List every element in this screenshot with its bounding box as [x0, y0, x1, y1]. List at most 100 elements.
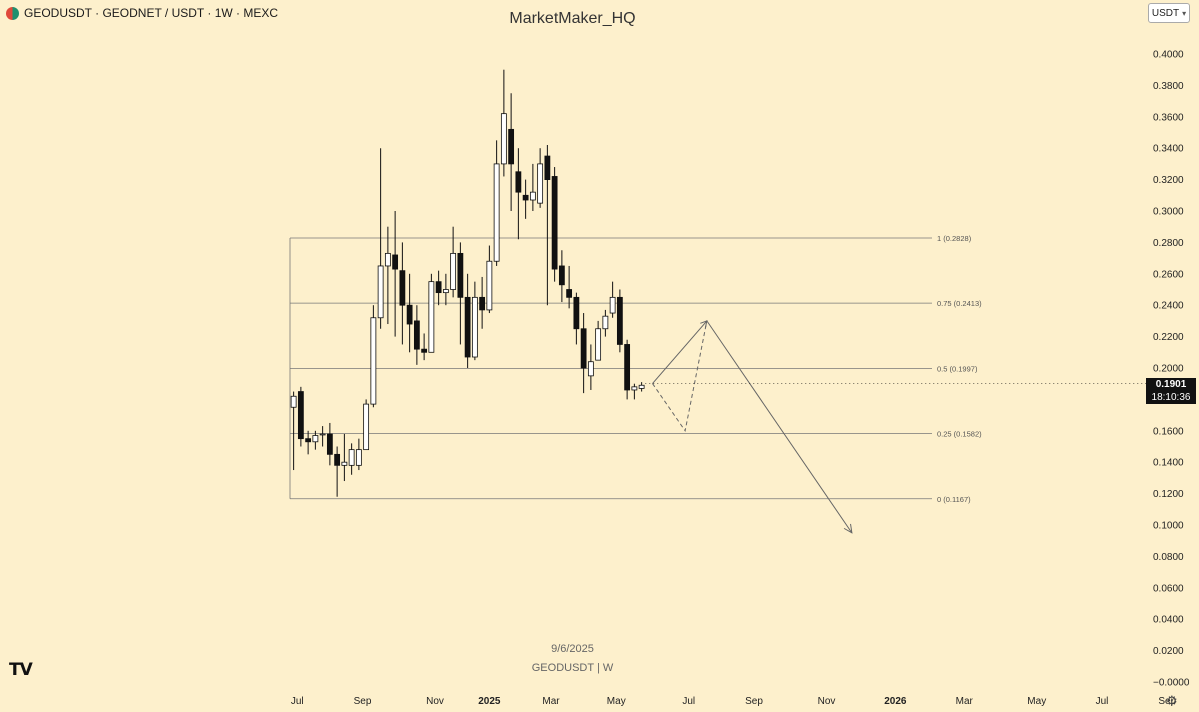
- candle: [355, 438, 362, 471]
- bear-candle-body: [558, 265, 565, 286]
- bull-candle-body: [450, 252, 457, 290]
- time-tick-label: May: [607, 696, 626, 707]
- fib-level-label: 0.75 (0.2413): [937, 299, 982, 308]
- candle: [580, 313, 587, 394]
- candle: [312, 430, 319, 450]
- time-axis[interactable]: Jul Sep Nov 2025 Mar May Jul Sep Nov 2026 Mar May Ju…: [291, 696, 1177, 707]
- time-tick-label: Mar: [542, 696, 560, 707]
- symbol-header[interactable]: GEODUSDT · GEODNET / USDT · 1W · MEXC: [6, 5, 278, 21]
- currency-label: USDT: [1151, 7, 1180, 19]
- projection-dashed-path[interactable]: [652, 320, 708, 433]
- bear-candle-body: [580, 328, 587, 369]
- fibonacci-retracement[interactable]: 1 (0.2828) 0.75 (0.2413) 0.5 (0.1997) 0.25 …: [289, 234, 982, 504]
- bull-candle-body: [442, 289, 449, 294]
- candle: [297, 386, 304, 447]
- candle: [566, 265, 573, 309]
- price-tick-label: 0.3200: [1153, 175, 1184, 186]
- candle: [413, 305, 420, 365]
- bull-candle-body: [341, 461, 348, 466]
- bear-candle-body: [421, 348, 428, 353]
- price-tick-label: 0.2200: [1153, 332, 1184, 343]
- bear-candle-body: [522, 194, 529, 201]
- candle: [551, 167, 558, 282]
- bear-candle-body: [399, 270, 406, 306]
- price-tick-label: 0.0600: [1153, 583, 1184, 594]
- candle: [515, 148, 522, 240]
- bull-candle-body: [319, 433, 326, 436]
- projection-peak-arrowhead-icon: [700, 320, 708, 328]
- candle: [609, 281, 616, 318]
- bear-candle-body: [479, 296, 486, 311]
- chevron-down-icon: ▾: [1182, 8, 1187, 18]
- tradingview-logo-icon[interactable]: TV: [9, 660, 33, 680]
- price-tick-label: 0.1400: [1153, 458, 1184, 469]
- candle: [290, 391, 297, 471]
- candle: [384, 226, 391, 325]
- bull-candle-body: [500, 113, 507, 165]
- bar-countdown: 18:10:36: [1151, 392, 1191, 403]
- bear-candle-body: [616, 296, 623, 345]
- candle: [544, 145, 551, 306]
- candle: [377, 148, 384, 329]
- bull-candle-body: [312, 435, 319, 443]
- projection-arrows[interactable]: [645, 320, 1146, 534]
- fib-level-label: 0.5 (0.1997): [937, 364, 978, 373]
- time-tick-label: Jul: [682, 696, 695, 707]
- candle: [370, 305, 377, 408]
- bull-candle-body: [609, 296, 616, 314]
- bull-candle-body: [363, 403, 370, 451]
- bear-candle-body: [413, 320, 420, 350]
- currency-button[interactable]: USDT ▾: [1148, 3, 1190, 23]
- fib-level-label: 1 (0.2828): [937, 234, 972, 243]
- candle: [631, 383, 638, 400]
- candle: [500, 69, 507, 177]
- candle: [595, 320, 602, 361]
- gear-icon[interactable]: ⚙: [1166, 693, 1178, 708]
- candle: [428, 273, 435, 353]
- bull-candle-body: [355, 449, 362, 466]
- bear-candle-body: [334, 453, 341, 466]
- bear-candle-body: [464, 296, 471, 358]
- candle: [341, 433, 348, 482]
- bull-candle-body: [587, 361, 594, 377]
- candle: [471, 281, 478, 361]
- candle: [399, 242, 406, 345]
- candle: [363, 399, 370, 451]
- bull-candle-body: [384, 252, 391, 267]
- bull-candle-body: [348, 449, 355, 466]
- bull-candle-body: [631, 386, 638, 391]
- price-tick-label: −0.0000: [1153, 678, 1190, 689]
- candle: [464, 273, 471, 368]
- candle: [334, 446, 341, 497]
- time-tick-label: Jul: [291, 696, 304, 707]
- candle: [421, 333, 428, 361]
- candles: [290, 69, 645, 497]
- bull-candle-body: [377, 265, 384, 319]
- price-tick-label: 0.3600: [1153, 112, 1184, 123]
- time-tick-label: Sep: [354, 696, 372, 707]
- candle: [616, 289, 623, 353]
- candle: [486, 245, 493, 314]
- price-tick-label: 0.2600: [1153, 269, 1184, 280]
- bull-candle-body: [290, 395, 297, 408]
- candle: [587, 344, 594, 390]
- bear-candle-body: [326, 433, 333, 455]
- bull-candle-body: [493, 163, 500, 262]
- candle: [348, 443, 355, 475]
- candle: [638, 382, 645, 392]
- price-tick-label: 0.2800: [1153, 238, 1184, 249]
- candle: [602, 309, 609, 337]
- bear-candle-body: [305, 438, 312, 443]
- candle: [624, 339, 631, 400]
- price-axis[interactable]: 0.4000 0.3800 0.3600 0.3400 0.3200 0.3000 0.28…: [1153, 50, 1190, 689]
- candle: [406, 273, 413, 353]
- bear-candle-body: [435, 281, 442, 294]
- candle: [442, 273, 449, 306]
- time-tick-label: Sep: [1158, 696, 1176, 707]
- bear-candle-body: [508, 128, 515, 165]
- candle: [305, 430, 312, 455]
- candle: [537, 148, 544, 208]
- bull-candle-body: [471, 296, 478, 358]
- fib-level-label: 0 (0.1167): [937, 495, 971, 504]
